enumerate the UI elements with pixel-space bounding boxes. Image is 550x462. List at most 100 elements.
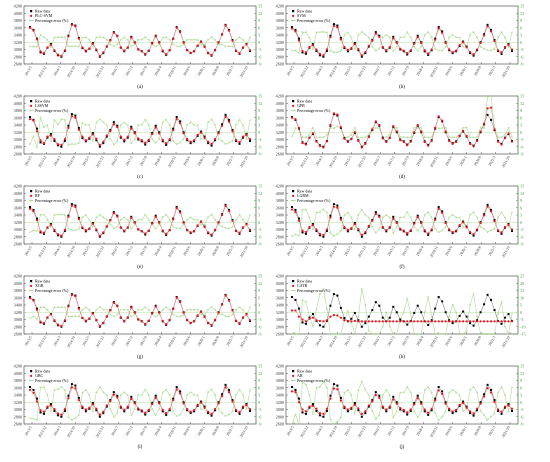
panel-label: (a) [137,85,143,90]
prediction-point [388,405,391,408]
percentage-error-point [228,315,230,318]
percentage-error-point [486,49,489,52]
percentage-error-point [144,213,147,216]
prediction-point [360,412,363,415]
prediction-point [151,132,154,136]
x-tick-label: 2021/10 [501,245,511,258]
percentage-error-point [346,389,349,391]
percentage-error-point [123,121,126,124]
prediction-point [409,320,412,323]
prediction-point [448,228,451,231]
y-tick-label: 3600 [276,385,284,390]
raw-data-point [364,322,367,325]
prediction-point [213,138,217,141]
x-tick-label: 2015/5 [344,335,353,346]
percentage-error-point [444,126,447,129]
y-tick-label: 4000 [14,371,22,376]
prediction-point [147,229,150,232]
percentage-error-point [130,315,133,318]
percentage-error-point [364,136,367,139]
prediction-point [322,54,325,57]
prediction-point [60,143,63,147]
raw-data-point [378,394,381,397]
prediction-point [123,138,126,141]
prediction-point [374,320,377,323]
percentage-error-point [46,218,49,221]
percentage-error-point [98,36,101,38]
percentage-error-point [336,51,339,54]
percentage-error-point [161,216,164,219]
prediction-point [392,124,395,128]
prediction-point [493,40,496,43]
legend-err-label: Percentage error (%) [35,288,69,293]
prediction-point [95,318,98,321]
raw-data-point [472,234,475,237]
right-tick-label: 0 [258,130,260,135]
raw-data-point [301,231,304,234]
prediction-point [388,136,391,140]
x-tick-label: 2013/5 [24,155,33,166]
prediction-point [206,51,210,54]
percentage-error-point [95,216,98,219]
percentage-error-point [154,45,157,48]
prediction-point [434,320,437,323]
prediction-point [81,316,84,319]
prediction-point [388,45,391,49]
percentage-error-point [458,216,461,219]
prediction-point [395,320,398,323]
prediction-point [245,404,248,407]
percentage-error-point [172,313,175,316]
x-tick-label: 2017/2 [387,425,396,436]
x-tick-label: 2013/5 [24,335,33,346]
percentage-error-point [39,33,42,36]
prediction-point [172,218,175,221]
raw-data-point [297,307,300,310]
right-tick-label: -3 [520,137,524,142]
percentage-error-point [238,388,241,391]
x-tick-label: 2014/10 [66,155,76,168]
percentage-error-point [441,229,444,232]
raw-data-point [490,118,493,121]
legend-pred-marker [292,284,295,287]
right-tick-label: -6 [520,54,524,59]
percentage-error-point [298,234,300,237]
percentage-error-point [186,218,189,221]
percentage-error-point [154,414,157,417]
prediction-line [29,386,251,416]
y-tick-label: 2600 [14,422,22,427]
prediction-point [294,309,297,312]
prediction-point [507,132,510,135]
percentage-error-point [67,45,70,48]
prediction-point [451,410,454,413]
percentage-error-point [413,225,416,228]
percentage-error-point [224,315,227,318]
prediction-point [119,316,122,319]
raw-data-point [346,230,349,233]
prediction-point [220,303,224,306]
prediction-point [510,140,514,143]
prediction-point [32,391,35,394]
percentage-error-point [182,138,185,140]
raw-data-point [102,412,105,415]
raw-data-point [392,305,395,308]
raw-data-point [32,388,35,391]
percentage-error-point [420,45,423,48]
percentage-error-point [193,308,196,311]
raw-data-point [318,414,321,417]
percentage-error-point [71,315,73,318]
prediction-point [378,123,381,127]
prediction-point [189,51,192,54]
percentage-error-point [479,126,482,129]
prediction-point [406,411,409,414]
percentage-error-point [371,410,374,413]
prediction-point [367,44,370,47]
right-tick-label: -5 [520,317,524,322]
raw-data-point [409,409,412,412]
prediction-point [227,299,231,302]
percentage-error-point [50,225,52,228]
percentage-error-point [353,48,356,50]
prediction-point [290,390,294,393]
percentage-error-point [175,415,178,418]
